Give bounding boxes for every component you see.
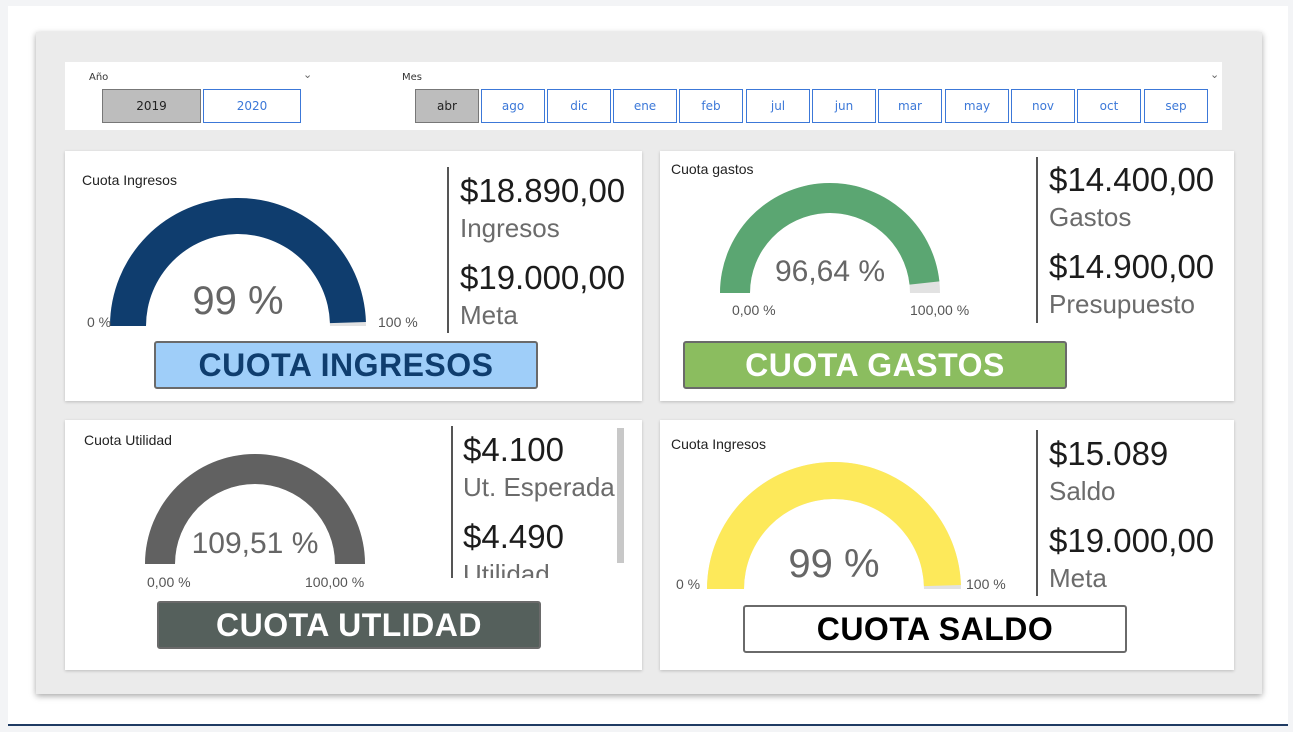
month-chip-dic[interactable]: dic — [547, 89, 611, 123]
kpi-utilidad-values: $4.100 Ut. Esperada $4.490 Utilidad — [463, 430, 615, 578]
gauge-fill — [720, 183, 940, 293]
kpi-label-ingresos: Ingresos — [460, 213, 560, 243]
kpi-meta-saldo: $19.000,00 Meta — [1049, 521, 1214, 595]
cuota-utilidad-button[interactable]: CUOTA UTLIDAD — [157, 601, 541, 649]
month-chip-nov[interactable]: nov — [1011, 89, 1075, 123]
gauge-fill — [707, 461, 961, 589]
kpi-separator — [1036, 430, 1038, 596]
month-chip-mar[interactable]: mar — [878, 89, 942, 123]
gauge-percent-label: 96,64 % — [775, 255, 885, 288]
gauge-percent-label: 109,51 % — [192, 527, 319, 560]
gauge-max-label: 100,00 % — [910, 302, 969, 318]
month-chip-abr[interactable]: abr — [415, 89, 479, 123]
kpi-value-meta-saldo: $19.000,00 — [1049, 522, 1215, 559]
kpi-scrollbar[interactable] — [617, 428, 624, 563]
chevron-down-icon[interactable]: ⌄ — [1210, 68, 1220, 81]
cuota-saldo-button[interactable]: CUOTA SALDO — [743, 605, 1127, 653]
kpi-gastos: $14.400,00 Gastos — [1049, 160, 1214, 234]
kpi-value-ingresos: $18.890,00 — [460, 172, 626, 209]
kpi-saldo: $15.089 Saldo — [1049, 434, 1168, 508]
kpi-label-gastos: Gastos — [1049, 202, 1132, 232]
year-slicer: Año ⌄ 2019 2020 — [65, 62, 390, 130]
kpi-value-gastos: $14.400,00 — [1049, 161, 1215, 198]
card-title: Cuota Ingresos — [82, 172, 177, 188]
kpi-separator — [451, 426, 453, 578]
year-slicer-title: Año — [89, 72, 109, 83]
kpi-value-saldo: $15.089 — [1049, 435, 1169, 472]
month-chip-feb[interactable]: feb — [679, 89, 743, 123]
kpi-ingresos: $18.890,00 Ingresos — [460, 171, 625, 245]
month-chip-ago[interactable]: ago — [481, 89, 545, 123]
gauge-max-label: 100 % — [966, 576, 1006, 592]
card-cuota-utilidad: Cuota Utilidad 109,51 % 0,00 % 100,00 % $4… — [65, 420, 642, 670]
kpi-value-presupuesto: $14.900,00 — [1049, 248, 1215, 285]
month-chip-may[interactable]: may — [945, 89, 1009, 123]
cuota-gastos-button[interactable]: CUOTA GASTOS — [683, 341, 1067, 389]
kpi-meta: $19.000,00 Meta — [460, 258, 625, 332]
month-chip-ene[interactable]: ene — [613, 89, 677, 123]
gauge-saldo: 99 % 0 % 100 % — [676, 461, 1006, 592]
year-chip-2020[interactable]: 2020 — [203, 89, 301, 123]
kpi-separator — [447, 167, 449, 333]
gauge-percent-label: 99 % — [788, 542, 879, 586]
card-title: Cuota gastos — [671, 161, 754, 177]
kpi-label-presupuesto: Presupuesto — [1049, 289, 1195, 319]
gauge-utilidad: 109,51 %0,00 % 100,00 % — [145, 454, 365, 590]
gauge-ingresos: 99 % 0 % 100 % — [87, 197, 418, 330]
card-title: Cuota Ingresos — [671, 436, 766, 452]
month-chip-jul[interactable]: jul — [746, 89, 810, 123]
kpi-value-ut-esperada: $4.100 — [463, 431, 564, 468]
kpi-label-meta-saldo: Meta — [1049, 563, 1107, 593]
gauge-min-label: 0,00 % — [732, 302, 776, 318]
month-slicer-title: Mes — [402, 72, 422, 83]
bottom-divider — [8, 724, 1288, 726]
kpi-label-saldo: Saldo — [1049, 476, 1116, 506]
dashboard-canvas: Año ⌄ 2019 2020 Mes ⌄ abr ago dic ene fe… — [36, 32, 1262, 694]
kpi-label-ut-esperada: Ut. Esperada — [463, 472, 615, 502]
month-chip-jun[interactable]: jun — [812, 89, 876, 123]
card-cuota-ingresos: Cuota Ingresos 99 % 0 % 100 % $18.890,00 I… — [65, 151, 642, 401]
cuota-ingresos-button[interactable]: CUOTA INGRESOS — [154, 341, 538, 389]
kpi-separator — [1036, 157, 1038, 323]
gauge-max-label: 100 % — [378, 314, 418, 330]
gauge-max-label: 100,00 % — [305, 574, 364, 590]
card-cuota-saldo: Cuota Ingresos 99 % 0 % 100 % $15.089 Sald… — [660, 420, 1234, 670]
gauge-gastos: 96,64 % 0,00 % 100,00 % — [720, 183, 969, 318]
kpi-label-meta: Meta — [460, 300, 518, 330]
gauge-min-label: 0,00 % — [147, 574, 191, 590]
month-chip-oct[interactable]: oct — [1077, 89, 1141, 123]
kpi-value-utilidad: $4.490 — [463, 518, 564, 555]
card-cuota-gastos: Cuota gastos 96,64 % 0,00 % 100,00 % $14.4… — [660, 151, 1234, 401]
month-chip-sep[interactable]: sep — [1144, 89, 1208, 123]
month-slicer: Mes ⌄ abr ago dic ene feb jul jun mar ma… — [386, 62, 1222, 130]
gauge-min-label: 0 % — [87, 314, 111, 330]
card-title: Cuota Utilidad — [84, 432, 172, 448]
kpi-label-utilidad: Utilidad — [463, 559, 550, 578]
gauge-fill — [110, 197, 366, 326]
kpi-presupuesto: $14.900,00 Presupuesto — [1049, 247, 1214, 321]
kpi-value-meta: $19.000,00 — [460, 259, 626, 296]
chevron-down-icon[interactable]: ⌄ — [303, 68, 313, 81]
gauge-fill — [145, 454, 365, 564]
year-chip-2019[interactable]: 2019 — [102, 89, 201, 123]
gauge-min-label: 0 % — [676, 576, 700, 592]
gauge-percent-label: 99 % — [192, 279, 283, 323]
